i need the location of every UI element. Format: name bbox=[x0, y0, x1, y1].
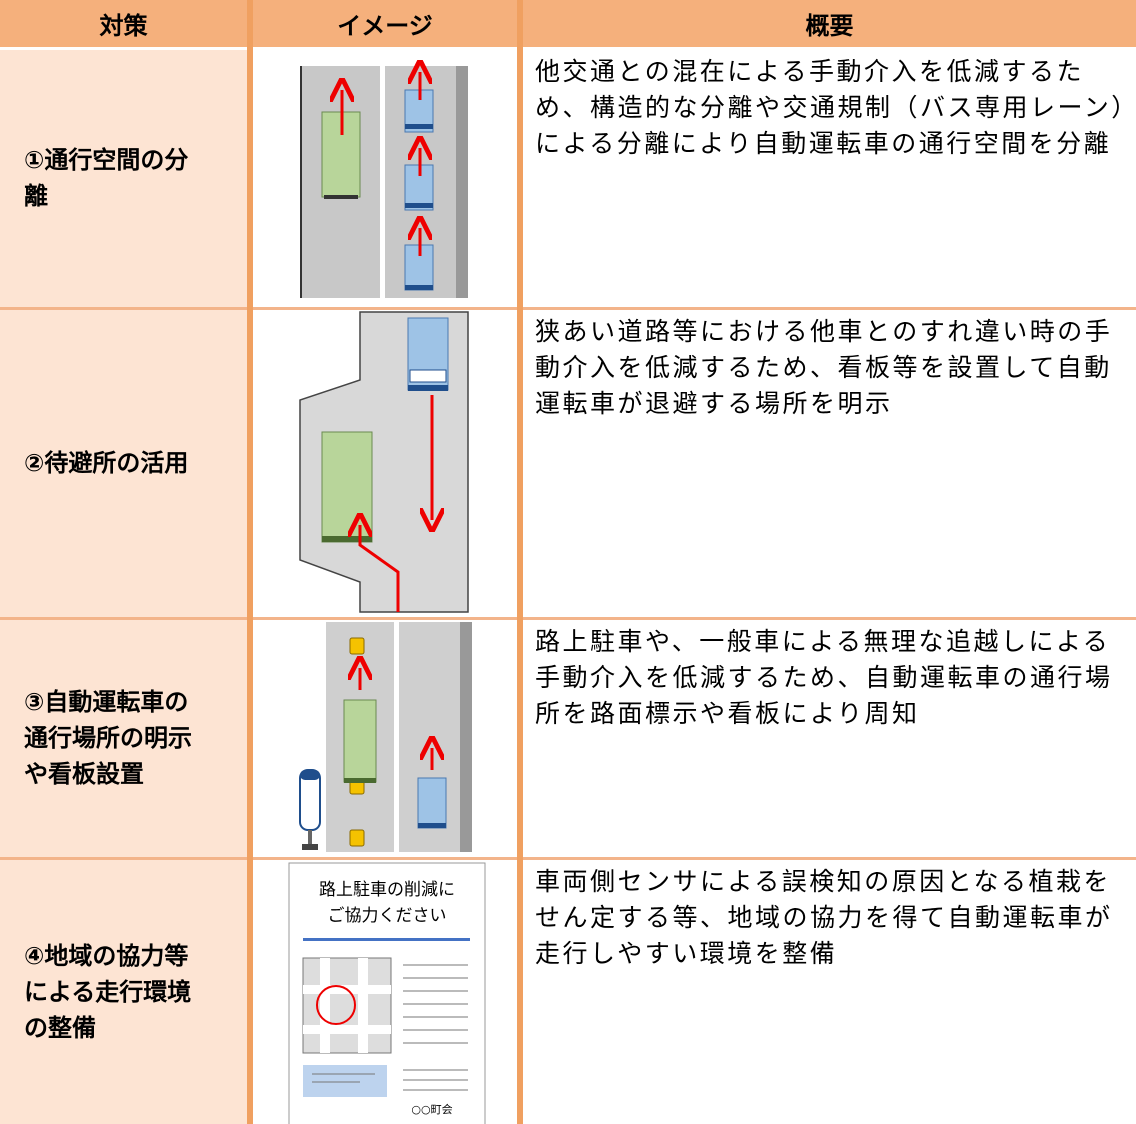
header-cell: 概要 bbox=[520, 0, 1136, 50]
poster-image: 路上駐車の削減に ご協力ください ○○町会 bbox=[288, 862, 486, 1124]
lane-separation-image bbox=[300, 66, 468, 298]
poster-title: 路上駐車の削減に bbox=[319, 880, 455, 900]
measure-text: ④地域の協力等による走行環境の整備 bbox=[24, 941, 192, 1042]
measure-text: ②待避所の活用 bbox=[24, 449, 189, 477]
measure-cell: ②待避所の活用 bbox=[0, 308, 253, 620]
poster-footer: ○○町会 bbox=[411, 1103, 452, 1116]
lane-marking-image bbox=[299, 622, 472, 852]
measure-cell: ④地域の協力等による走行環境の整備 bbox=[0, 858, 253, 1124]
measure-text: ①通行空間の分離 bbox=[24, 146, 189, 210]
passing-place-image bbox=[299, 311, 469, 613]
summary-cell: 車両側センサによる誤検知の原因となる植栽をせん定する等、地域の協力を得て自動運転… bbox=[535, 866, 1113, 968]
summary-cell: 狭あい道路等における他車とのすれ違い時の手動介入を低減するため、看板等を設置して… bbox=[520, 308, 1136, 620]
header-cell: 対策 bbox=[0, 0, 253, 50]
measure-cell: ③自動運転車の通行場所の明示や看板設置 bbox=[0, 618, 253, 860]
summary-cell: 他交通との混在による手動介入を低減するため、構造的な分離や交通規制（バス専用レー… bbox=[520, 48, 1136, 310]
summary-cell: 路上駐車や、一般車による無理な追越しによる手動介入を低減するため、自動運転車の通… bbox=[520, 618, 1136, 860]
measure-cell: ①通行空間の分離 bbox=[0, 48, 253, 310]
measure-text: ③自動運転車の通行場所の明示や看板設置 bbox=[24, 688, 192, 788]
poster-title: ご協力ください bbox=[328, 906, 447, 926]
header-cell: イメージ bbox=[250, 0, 523, 50]
